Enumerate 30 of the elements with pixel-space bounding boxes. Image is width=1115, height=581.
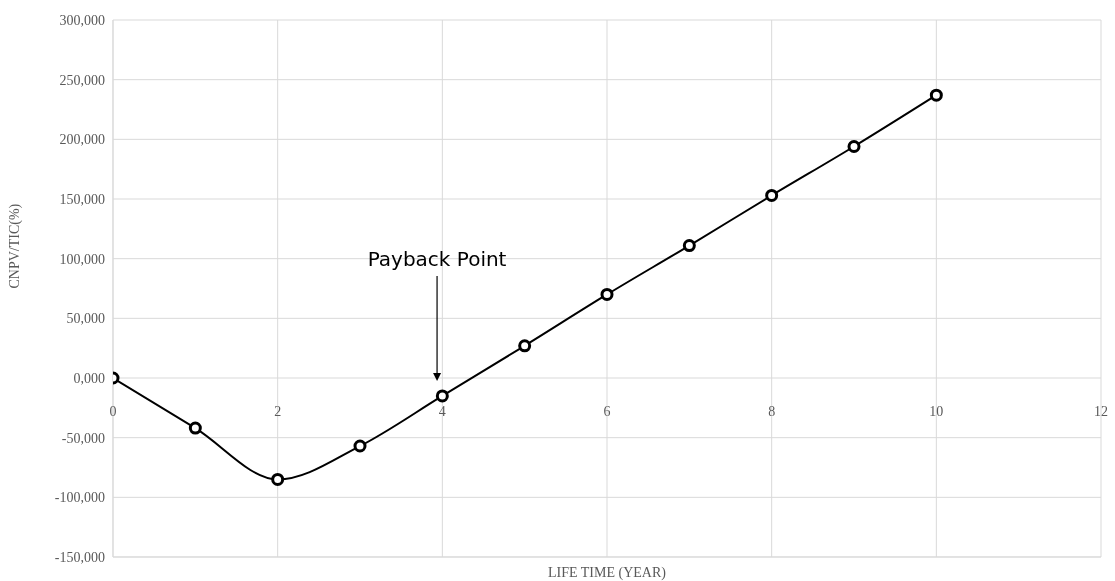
y-tick-label: 150,000 — [59, 191, 105, 207]
point — [847, 139, 861, 153]
annotation: Payback Point — [367, 247, 507, 271]
y-tick-label: -100,000 — [54, 490, 105, 506]
y-tick-label: 100,000 — [59, 251, 105, 267]
point — [271, 472, 285, 486]
y-tick-label: 0,000 — [73, 370, 105, 386]
x-tick-label: 8 — [768, 404, 776, 419]
x-axis-title: LIFE TIME (YEAR) — [548, 565, 667, 581]
x-tick-label: 0 — [109, 404, 117, 419]
point — [600, 287, 614, 301]
point — [435, 389, 449, 403]
x-tick-label: 4 — [438, 404, 446, 419]
y-tick-label: -50,000 — [61, 430, 105, 446]
y-axis-title: CNPV/TIC(%) — [6, 203, 23, 289]
y-tick-label: -150,000 — [54, 549, 105, 565]
y-tick-label: 50,000 — [66, 311, 105, 327]
y-tick-label: 300,000 — [59, 12, 105, 28]
y-tick-label: 200,000 — [59, 132, 105, 148]
point — [188, 421, 202, 435]
x-tick-label: 12 — [1094, 404, 1108, 419]
point — [353, 439, 367, 453]
x-tick-label: 2 — [274, 404, 282, 419]
point — [682, 239, 696, 253]
x-tick-label: 10 — [929, 404, 944, 419]
point — [765, 188, 779, 202]
point — [518, 339, 532, 353]
point — [929, 88, 943, 102]
x-tick-label: 6 — [603, 404, 611, 419]
y-tick-label: 250,000 — [59, 72, 105, 88]
